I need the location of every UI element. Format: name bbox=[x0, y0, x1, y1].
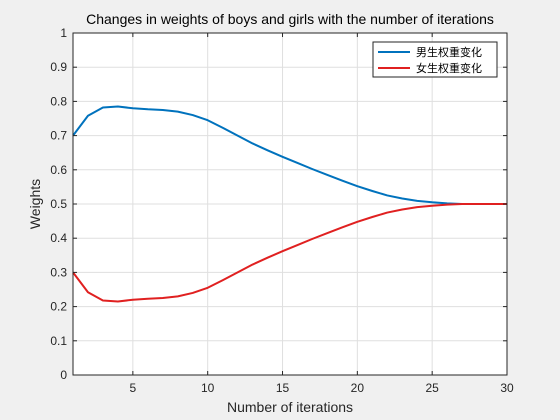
x-tick-label: 15 bbox=[276, 381, 290, 395]
series-line-boys bbox=[72, 105, 507, 205]
legend-label-girls: 女生权重变化 bbox=[416, 61, 482, 75]
series-lines bbox=[72, 105, 507, 303]
tick-labels: 00.10.20.30.40.50.60.70.80.915 10 15 20 25 30 bbox=[50, 26, 514, 395]
legend-label-boys: 男生权重变化 bbox=[416, 45, 482, 59]
y-tick-label: 0 bbox=[60, 368, 67, 382]
series-line-girls bbox=[72, 203, 507, 303]
y-tick-label: 1 bbox=[60, 26, 67, 40]
x-tick-label: 25 bbox=[425, 381, 439, 395]
y-tick-label: 0.8 bbox=[50, 94, 67, 108]
x-tick-label: 10 bbox=[201, 381, 215, 395]
y-tick-label: 0.4 bbox=[50, 231, 67, 245]
x-tick-label: 5 bbox=[130, 381, 137, 395]
x-tick-label: 20 bbox=[351, 381, 365, 395]
y-tick-label: 0.2 bbox=[50, 300, 67, 314]
x-tick-label: 30 bbox=[500, 381, 514, 395]
y-tick-label: 0.9 bbox=[50, 60, 67, 74]
y-tick-label: 0.5 bbox=[50, 197, 67, 211]
legend-box bbox=[372, 41, 498, 78]
y-tick-label: 0.6 bbox=[50, 163, 67, 177]
y-tick-label: 0.1 bbox=[50, 334, 67, 348]
y-tick-label: 0.7 bbox=[50, 129, 67, 143]
y-axis-label: Weights bbox=[27, 179, 43, 229]
legend: 男生权重变化 女生权重变化 bbox=[372, 41, 498, 78]
chart-title: Changes in weights of boys and girls wit… bbox=[86, 11, 494, 27]
axis-ticks bbox=[73, 32, 508, 376]
x-axis-label: Number of iterations bbox=[227, 399, 353, 415]
y-tick-label: 0.3 bbox=[50, 265, 67, 279]
